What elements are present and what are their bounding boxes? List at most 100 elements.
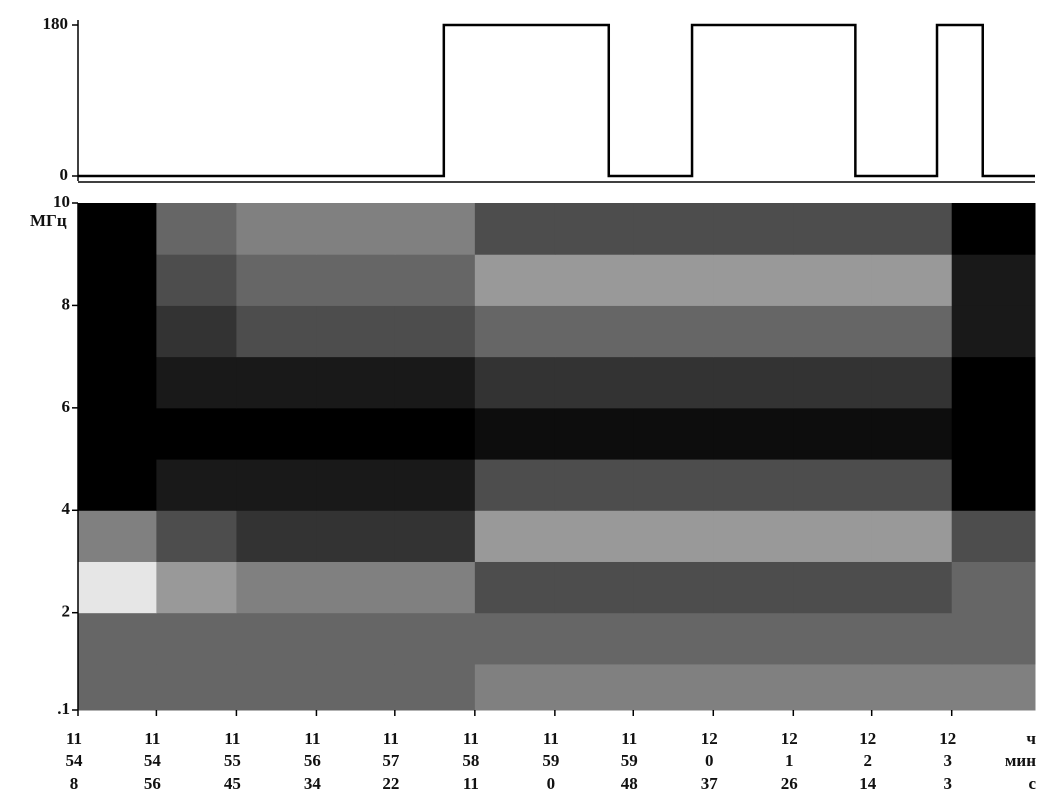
heatmap-cell	[554, 203, 634, 255]
heatmap-cell	[78, 510, 157, 562]
data-line	[78, 23, 1035, 178]
heatmap-cell	[78, 305, 157, 358]
heatmap-cell	[871, 510, 953, 562]
heatmap-cell	[156, 203, 237, 255]
x-tick-label: 12	[781, 729, 798, 748]
x-tick-label: 8	[70, 774, 79, 793]
heatmap-cell	[713, 407, 794, 460]
heatmap-cell	[474, 203, 556, 255]
x-tick-label: 56	[304, 751, 321, 770]
heatmap-cell	[474, 407, 556, 460]
heatmap-cell	[156, 561, 237, 614]
heatmap-cell	[394, 612, 476, 665]
x-tick-label: 59	[621, 751, 638, 770]
x-unit-label: мин	[1005, 751, 1036, 770]
y-axis-label: МГц	[30, 211, 67, 230]
heatmap-cell	[394, 510, 476, 562]
heatmap-cell	[633, 663, 714, 711]
heatmap-cell	[951, 203, 1036, 255]
heatmap-cell	[793, 203, 873, 255]
heatmap-cell	[316, 663, 396, 711]
y-tick-label: .1	[57, 699, 70, 718]
heatmap-cell	[633, 510, 714, 562]
heatmap-cell	[236, 356, 317, 409]
heatmap-cell	[316, 459, 396, 511]
heatmap-cell	[633, 203, 714, 255]
heatmap-cell	[793, 305, 873, 358]
heatmap-cell	[156, 663, 237, 711]
x-tick-label: 3	[943, 751, 952, 770]
heatmap-cell	[871, 203, 953, 255]
heatmap-cell	[713, 356, 794, 409]
heatmap-cell	[713, 612, 794, 665]
heatmap-cell	[713, 561, 794, 614]
x-tick-label: 11	[543, 729, 559, 748]
heatmap-cell	[793, 510, 873, 562]
heatmap-cell	[394, 356, 476, 409]
heatmap-cell	[78, 561, 157, 614]
heatmap-cell	[633, 459, 714, 511]
heatmap-cell	[713, 203, 794, 255]
heatmap-cell	[394, 459, 476, 511]
heatmap-cell	[156, 254, 237, 306]
y-tick-label: 6	[62, 397, 71, 416]
heatmap-cell	[394, 305, 476, 358]
heatmap-cell	[951, 663, 1036, 711]
heatmap-cell	[554, 407, 634, 460]
x-tick-label: 11	[621, 729, 637, 748]
heatmap-cell	[156, 305, 237, 358]
heatmap-cell	[236, 510, 317, 562]
heatmap-cell	[554, 254, 634, 306]
x-tick-label: 55	[224, 751, 241, 770]
heatmap-cell	[236, 305, 317, 358]
heatmap-cell	[78, 612, 157, 665]
heatmap-cell	[156, 612, 237, 665]
heatmap-cell	[633, 305, 714, 358]
heatmap-cell	[871, 254, 953, 306]
heatmap-cell	[951, 407, 1036, 460]
x-tick-label: 0	[547, 774, 556, 793]
x-tick-label: 11	[144, 729, 160, 748]
heatmap-cell	[554, 305, 634, 358]
heatmap-cell	[554, 561, 634, 614]
heatmap-cell	[236, 203, 317, 255]
y-tick-label: 4	[62, 499, 71, 518]
heatmap-cell	[156, 407, 237, 460]
x-tick-label: 56	[144, 774, 161, 793]
heatmap-cell	[474, 254, 556, 306]
heatmap-cell	[951, 510, 1036, 562]
heatmap-cell	[394, 203, 476, 255]
x-tick-label: 11	[224, 729, 240, 748]
x-tick-label: 0	[705, 751, 714, 770]
heatmap-cell	[236, 612, 317, 665]
x-tick-label: 12	[859, 729, 876, 748]
heatmap-cell	[156, 356, 237, 409]
heatmap-cell	[713, 305, 794, 358]
x-tick-label: 2	[863, 751, 872, 770]
heatmap-cell	[871, 561, 953, 614]
x-tick-label: 57	[382, 751, 400, 770]
x-unit-label: с	[1028, 774, 1036, 793]
heatmap-cell	[951, 305, 1036, 358]
heatmap-cell	[236, 561, 317, 614]
heatmap-cell	[793, 254, 873, 306]
x-tick-label: 54	[144, 751, 162, 770]
heatmap-cell	[474, 561, 556, 614]
y-tick-label: 10	[53, 192, 70, 211]
heatmap-cell	[951, 612, 1036, 665]
heatmap-cell	[951, 561, 1036, 614]
x-tick-label: 34	[304, 774, 322, 793]
heatmap-cell	[78, 663, 157, 711]
heatmap-cell	[554, 356, 634, 409]
x-tick-label: 45	[224, 774, 241, 793]
heatmap-cell	[554, 663, 634, 711]
heatmap-cell	[394, 407, 476, 460]
heatmap-cell	[316, 356, 396, 409]
heatmap-cell	[474, 305, 556, 358]
x-tick-label: 12	[939, 729, 956, 748]
heatmap-cell	[236, 663, 317, 711]
heatmap-cell	[316, 407, 396, 460]
heatmap-cell	[793, 561, 873, 614]
x-tick-label: 22	[382, 774, 399, 793]
